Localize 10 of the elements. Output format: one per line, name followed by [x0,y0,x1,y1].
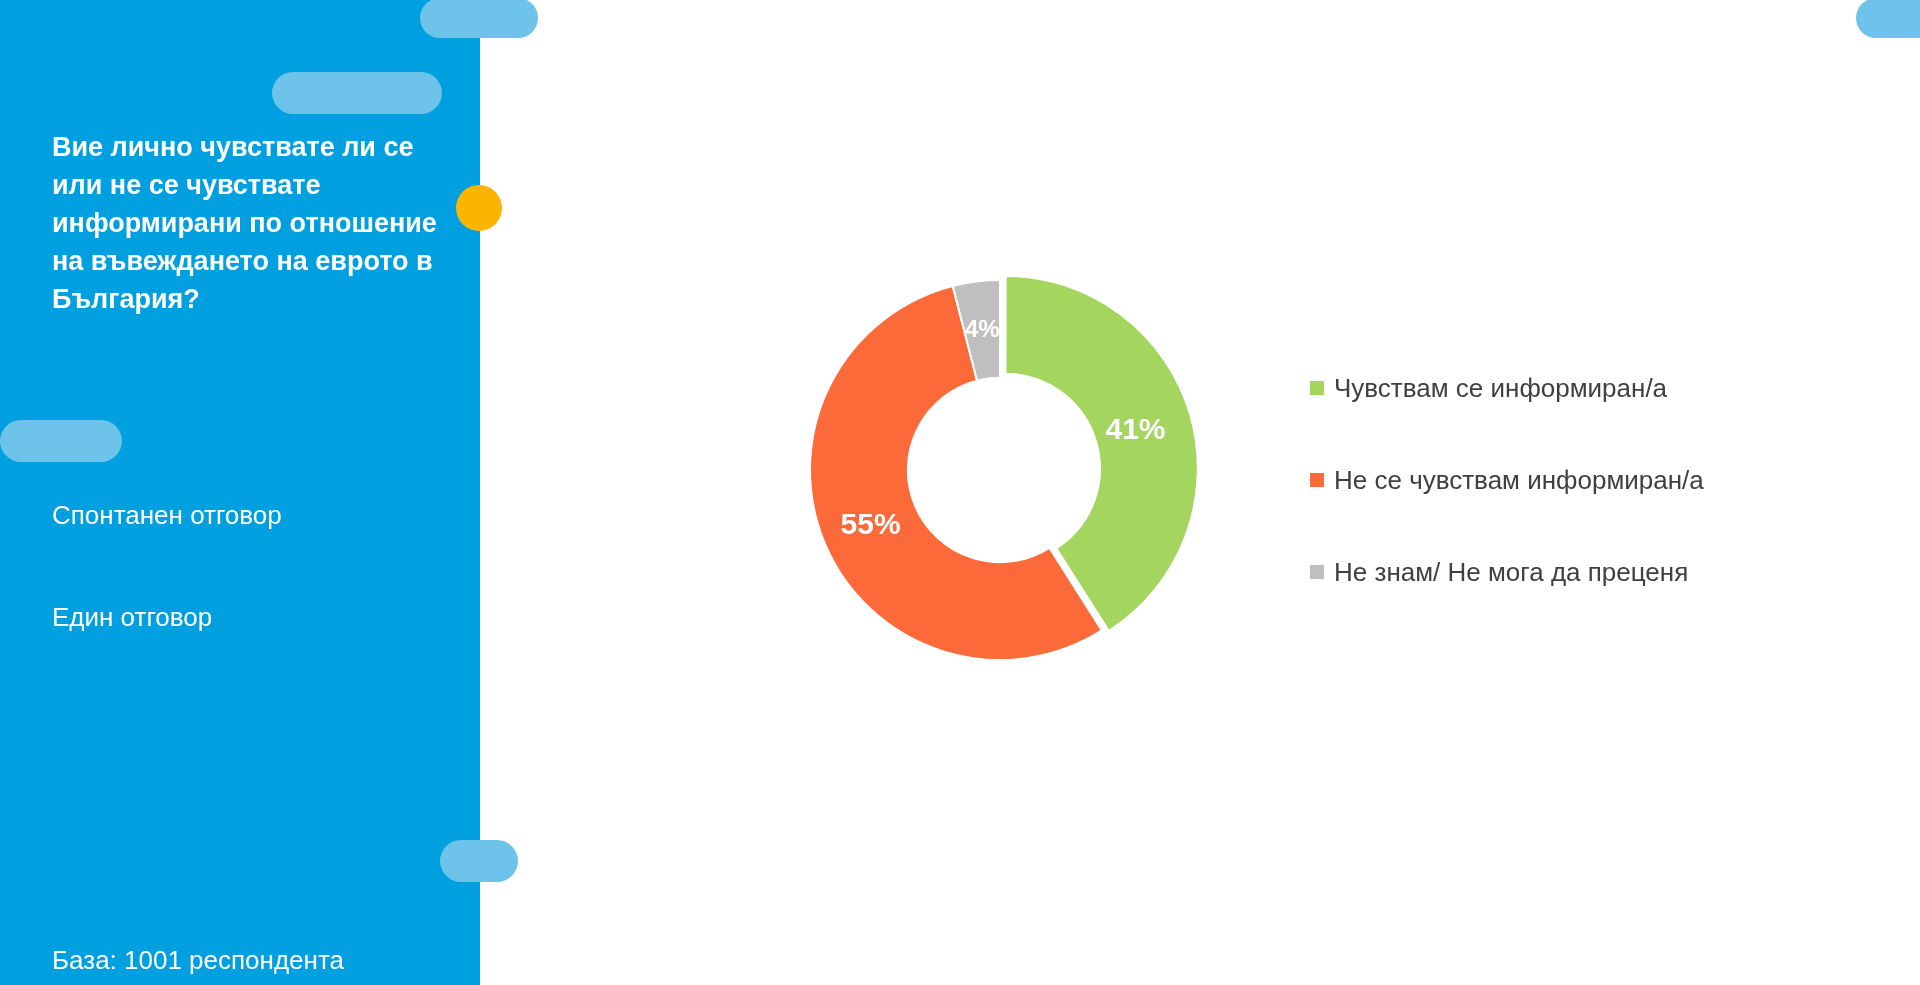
data-label: 41% [1105,411,1166,445]
text: База: 1001 респондента [52,945,345,976]
data-label: 55% [840,507,901,541]
text: Спонтанен отговор [52,500,282,531]
legend-label: Не се чувствам информиран/а [1334,464,1704,496]
legend-label: Не знам/ Не мога да преценя [1334,556,1689,588]
data-label: 4% [964,314,1000,342]
text: Един отговор [52,602,213,633]
legend-label: Чувствам се информиран/а [1334,372,1668,404]
text: Вие лично чувствате ли се или не се чувствате информирани по отношение на въвеждането на еврото в България? [52,131,438,316]
